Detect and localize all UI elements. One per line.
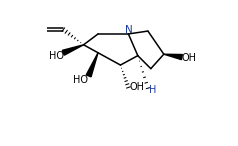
Text: N: N bbox=[124, 25, 132, 35]
Polygon shape bbox=[62, 45, 84, 55]
Polygon shape bbox=[164, 54, 182, 60]
Text: OH: OH bbox=[181, 53, 196, 63]
Text: HO: HO bbox=[73, 75, 88, 85]
Text: H: H bbox=[149, 85, 156, 95]
Text: HO: HO bbox=[49, 51, 64, 61]
Polygon shape bbox=[86, 53, 98, 77]
Text: OH: OH bbox=[129, 82, 144, 92]
